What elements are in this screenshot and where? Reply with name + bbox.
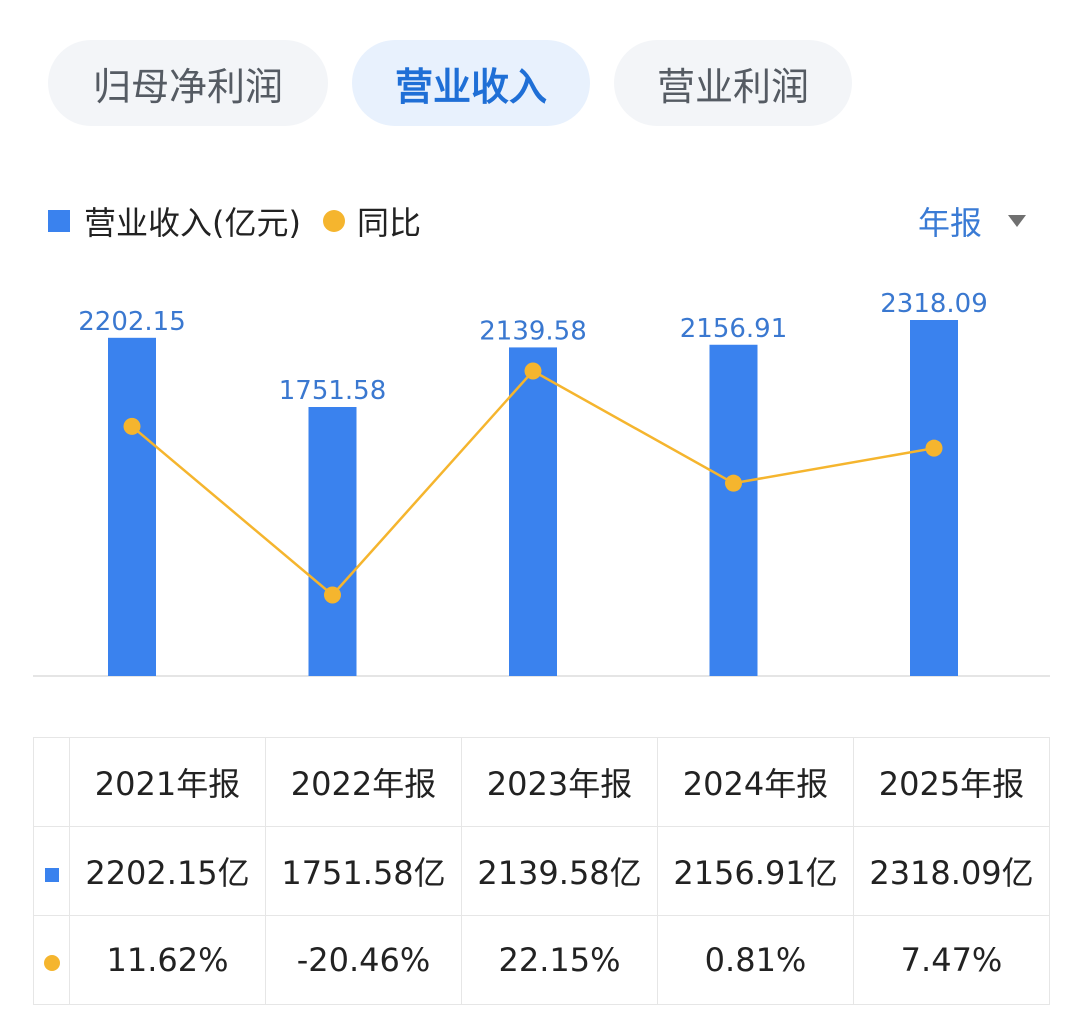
bar-0 (108, 337, 156, 676)
yoy-cell: 7.47% (853, 915, 1050, 1005)
header-blank-cell (33, 737, 70, 827)
header-cell: 2021年报 (69, 737, 266, 827)
header-cell: 2024年报 (657, 737, 854, 827)
revenue-row: 2202.15亿 1751.58亿 2139.58亿 2156.91亿 2318… (33, 826, 1050, 916)
yoy-point-4 (925, 439, 943, 457)
tab-operating-profit[interactable]: 营业利润 (614, 40, 852, 126)
revenue-cell: 2156.91亿 (657, 826, 854, 916)
period-selector-label: 年报 (917, 204, 982, 242)
yoy-row: 11.62% -20.46% 22.15% 0.81% 7.47% (33, 915, 1050, 1005)
yoy-point-3 (725, 474, 742, 492)
header-cell: 2025年报 (853, 737, 1050, 827)
revenue-cell: 2202.15亿 (69, 826, 266, 916)
legend-bar-label: 营业收入(亿元) (84, 204, 301, 242)
revenue-cell: 2139.58亿 (461, 826, 658, 916)
tab-revenue[interactable]: 营业收入 (352, 40, 590, 126)
legend-line-label: 同比 (356, 204, 421, 242)
yoy-point-2 (524, 362, 542, 380)
bar-value-label-0: 2202.15 (78, 307, 186, 337)
header-cell: 2023年报 (461, 737, 658, 827)
yoy-cell: 22.15% (461, 915, 658, 1005)
revenue-marker-cell (33, 826, 70, 916)
yoy-point-1 (324, 586, 341, 604)
line-legend-swatch (322, 210, 345, 232)
data-table: 2021年报 2022年报 2023年报 2024年报 2025年报 2202.… (33, 737, 1050, 1005)
bar-value-label-3: 2156.91 (680, 314, 788, 344)
bar-value-label-2: 2139.58 (479, 316, 587, 346)
bar-marker-icon (44, 868, 59, 882)
caret-down-icon (1008, 215, 1026, 227)
yoy-cell: 11.62% (69, 915, 266, 1005)
bar-2 (509, 347, 557, 676)
dot-marker-icon (43, 955, 60, 971)
yoy-cell: 0.81% (657, 915, 854, 1005)
yoy-cell: -20.46% (265, 915, 462, 1005)
tab-net-profit[interactable]: 归母净利润 (48, 40, 328, 126)
period-selector[interactable]: 年报 (918, 196, 1026, 246)
chart-legend: 营业收入(亿元) 同比 (48, 196, 421, 246)
bar-3 (709, 344, 758, 676)
yoy-marker-cell (33, 915, 70, 1005)
bar-legend-swatch (48, 210, 70, 232)
revenue-cell: 1751.58亿 (265, 826, 462, 916)
header-cell: 2022年报 (265, 737, 462, 827)
metric-tabs: 归母净利润 营业收入 营业利润 (0, 40, 1080, 126)
bar-1 (308, 407, 357, 676)
bar-value-label-4: 2318.09 (880, 289, 988, 319)
yoy-point-0 (123, 417, 141, 435)
bar-4 (910, 320, 958, 676)
revenue-chart: 2202.15 1751.58 2139.58 2156.91 2318.09 (33, 289, 1050, 677)
table-header-row: 2021年报 2022年报 2023年报 2024年报 2025年报 (33, 737, 1050, 827)
revenue-cell: 2318.09亿 (853, 826, 1050, 916)
bar-value-label-1: 1751.58 (279, 376, 387, 406)
